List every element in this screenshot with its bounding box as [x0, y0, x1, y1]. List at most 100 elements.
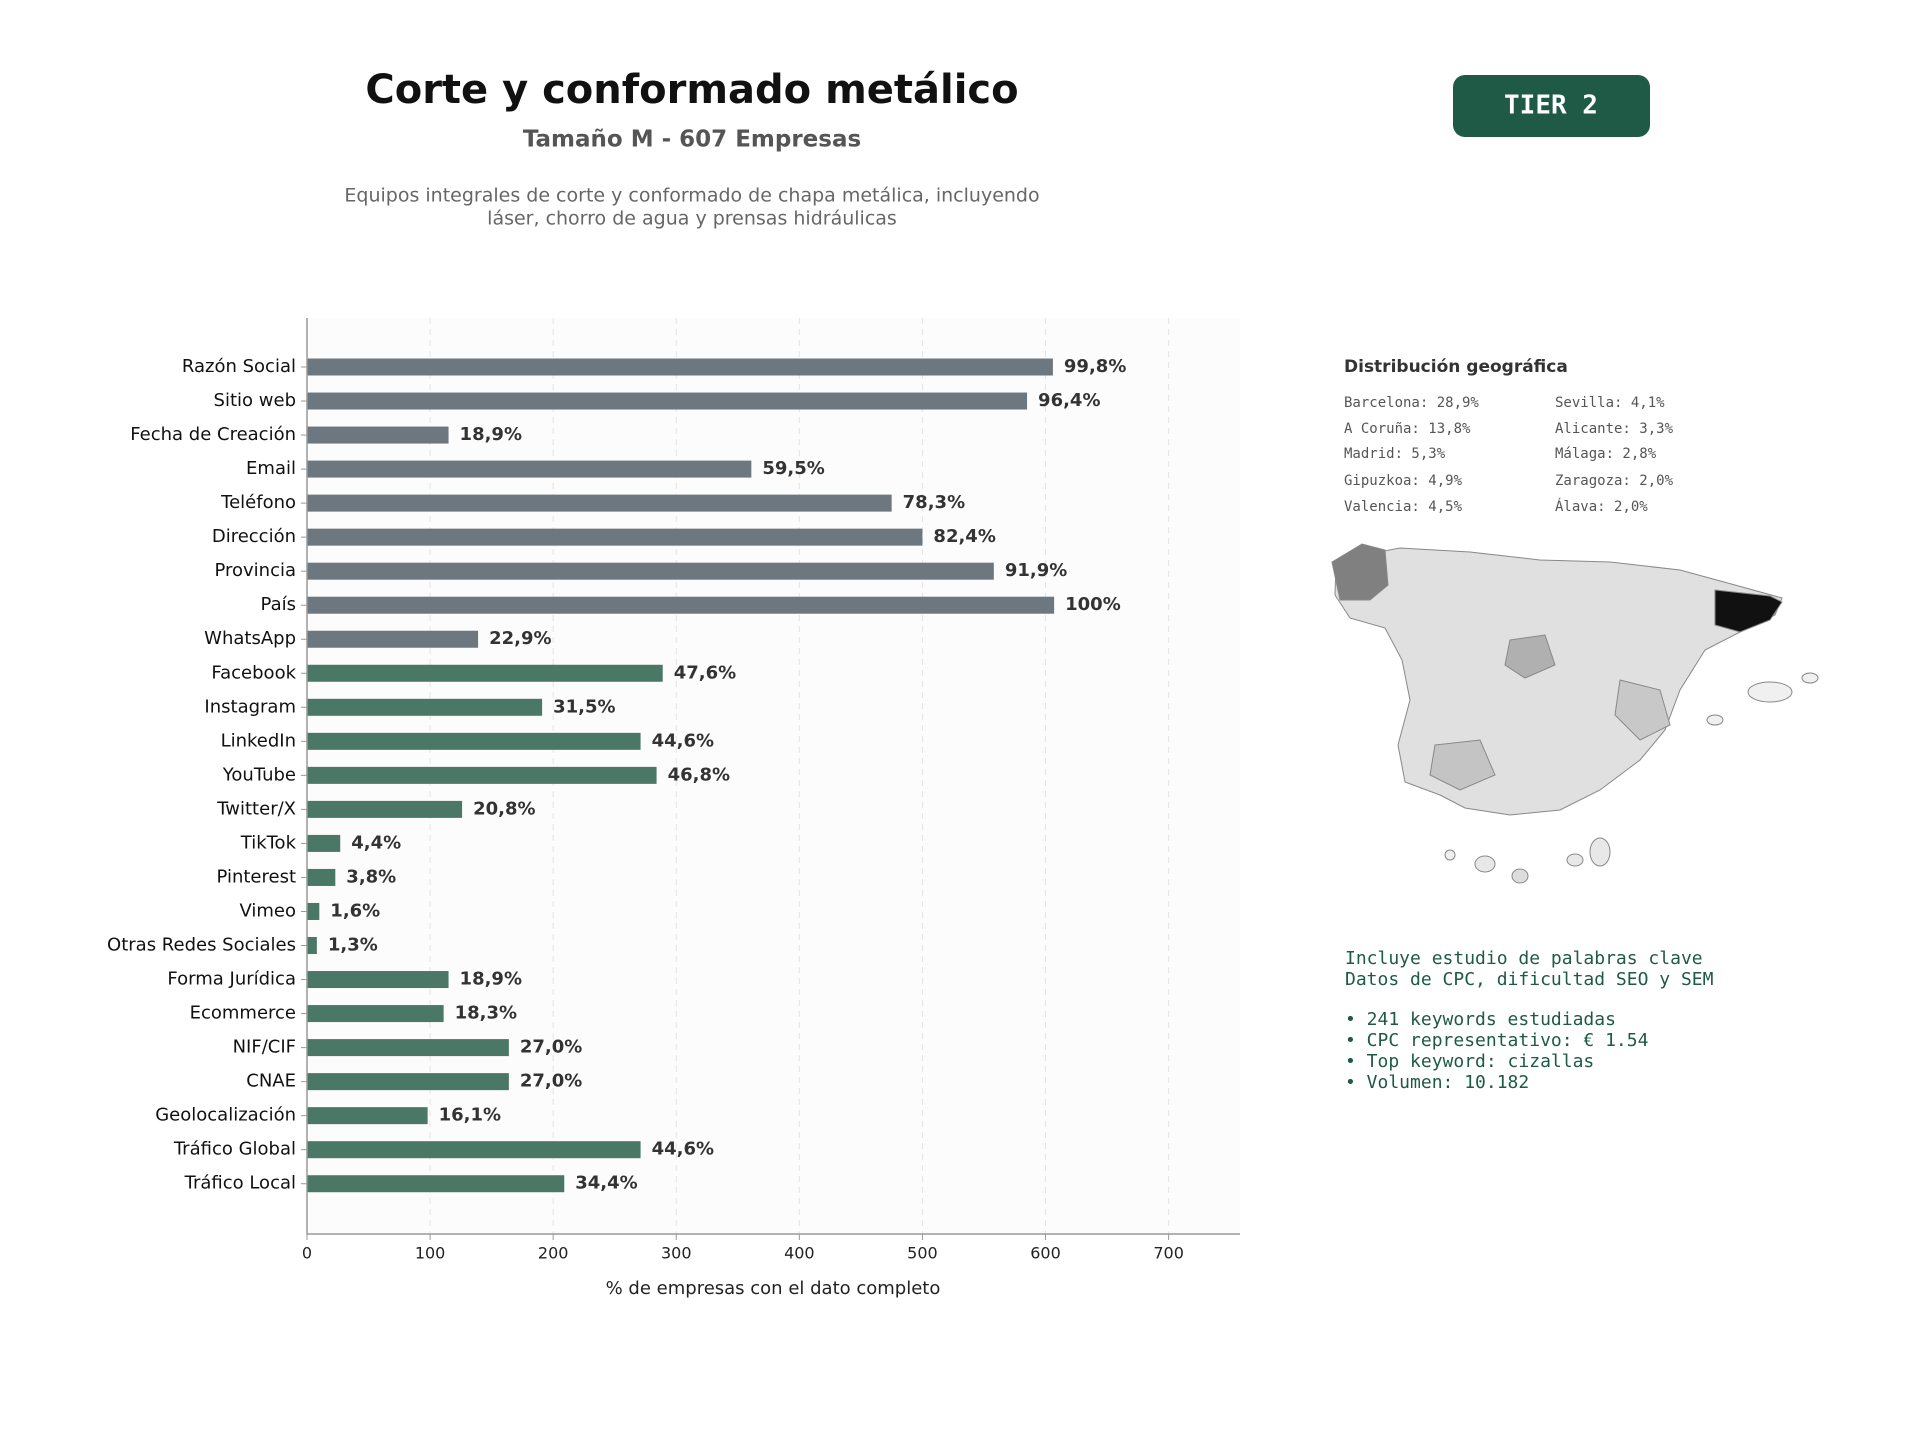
x-axis-label: % de empresas con el dato completo [606, 1278, 941, 1299]
value-label: 78,3% [903, 492, 965, 513]
x-tick-label: 100 [415, 1244, 446, 1263]
bar [307, 766, 657, 784]
geo-item: Gipuzkoa: 4,9% [1344, 473, 1463, 489]
map-island [1589, 837, 1611, 867]
value-label: 96,4% [1038, 390, 1100, 411]
map-spain [1334, 547, 1783, 816]
map-island [1747, 681, 1793, 703]
y-tick-label: Twitter/X [216, 798, 296, 819]
y-tick-label: YouTube [222, 764, 296, 785]
y-tick-label: Provincia [214, 560, 296, 581]
y-tick-label: Facebook [211, 662, 296, 683]
bar [307, 1107, 428, 1125]
bar [307, 630, 479, 648]
bar [307, 1073, 509, 1091]
y-tick-label: Sitio web [214, 390, 296, 411]
y-tick-label: Dirección [212, 526, 296, 547]
keywords-bullet: • CPC representativo: € 1.54 [1345, 1030, 1648, 1051]
map-island [1444, 849, 1456, 861]
y-tick-label: Ecommerce [190, 1003, 296, 1024]
map-sevilla [1429, 739, 1496, 791]
keywords-bullet: • Volumen: 10.182 [1345, 1072, 1529, 1093]
map-island [1801, 672, 1819, 684]
map-island [1706, 714, 1724, 726]
geo-item: Valencia: 4,5% [1344, 499, 1463, 515]
y-tick-label: Forma Jurídica [167, 969, 296, 990]
map-barcelona [1714, 589, 1783, 633]
y-tick-label: Instagram [204, 696, 296, 717]
x-tick-label: 700 [1153, 1244, 1184, 1263]
geo-item: A Coruña: 13,8% [1344, 421, 1471, 437]
value-label: 1,6% [330, 900, 380, 921]
bar [307, 460, 752, 478]
bar [307, 562, 994, 580]
bar [307, 732, 641, 750]
map-madrid [1504, 634, 1556, 679]
value-label: 16,1% [439, 1105, 501, 1126]
bar [307, 937, 317, 955]
chart-title: Corte y conformado metálico [365, 67, 1018, 113]
value-label: 1,3% [328, 935, 378, 956]
y-tick-label: WhatsApp [204, 628, 296, 649]
bar [307, 494, 892, 512]
value-label: 27,0% [520, 1037, 582, 1058]
bar [307, 698, 543, 716]
bar [307, 1175, 565, 1193]
bar [307, 358, 1053, 376]
y-tick-label: Tráfico Local [184, 1173, 296, 1194]
value-label: 82,4% [933, 526, 995, 547]
geo-item: Sevilla: 4,1% [1555, 395, 1665, 411]
bar [307, 596, 1055, 614]
y-tick-label: Teléfono [220, 492, 296, 513]
map-island [1566, 853, 1584, 867]
value-label: 46,8% [668, 764, 730, 785]
y-tick-label: Geolocalización [155, 1105, 296, 1126]
value-label: 3,8% [346, 866, 396, 887]
bar [307, 1039, 509, 1057]
y-tick-label: TikTok [240, 832, 297, 853]
value-label: 4,4% [351, 832, 401, 853]
value-label: 100% [1065, 594, 1121, 615]
y-tick-label: Email [246, 458, 296, 479]
x-tick-label: 300 [661, 1244, 692, 1263]
keywords-bullet: • Top keyword: cizallas [1345, 1051, 1594, 1072]
value-label: 59,5% [762, 458, 824, 479]
bar [307, 664, 663, 682]
bar [307, 902, 320, 920]
value-label: 99,8% [1064, 356, 1126, 377]
description-line: Equipos integrales de corte y conformado… [344, 185, 1039, 207]
value-label: 34,4% [575, 1173, 637, 1194]
bar [307, 426, 449, 444]
bar [307, 868, 336, 886]
map-island [1511, 868, 1529, 884]
value-label: 31,5% [553, 696, 615, 717]
x-tick-label: 200 [538, 1244, 569, 1263]
x-tick-label: 600 [1030, 1244, 1061, 1263]
keywords-intro: Incluye estudio de palabras clave [1345, 948, 1703, 969]
y-tick-label: NIF/CIF [233, 1037, 296, 1058]
geo-item: Barcelona: 28,9% [1344, 395, 1479, 411]
y-tick-label: País [261, 594, 296, 615]
geo-item: Madrid: 5,3% [1344, 446, 1446, 462]
y-tick-label: CNAE [246, 1071, 296, 1092]
description-line: láser, chorro de agua y prensas hidráuli… [487, 208, 897, 230]
y-tick-label: Pinterest [216, 866, 296, 887]
value-label: 47,6% [674, 662, 736, 683]
bar [307, 834, 341, 852]
y-tick-label: Otras Redes Sociales [107, 935, 296, 956]
map-island [1474, 855, 1496, 873]
y-tick-label: Vimeo [239, 900, 296, 921]
tier-badge-text: TIER 2 [1504, 91, 1598, 121]
value-label: 27,0% [520, 1071, 582, 1092]
keywords-bullet: • 241 keywords estudiadas [1345, 1009, 1616, 1030]
keywords-intro: Datos de CPC, dificultad SEO y SEM [1345, 969, 1714, 990]
value-label: 20,8% [473, 798, 535, 819]
value-label: 18,3% [455, 1003, 517, 1024]
x-tick-label: 400 [784, 1244, 815, 1263]
map-valencia [1614, 679, 1671, 741]
value-label: 18,9% [460, 969, 522, 990]
geo-item: Alicante: 3,3% [1555, 421, 1674, 437]
value-label: 44,6% [652, 1139, 714, 1160]
bar [307, 392, 1028, 410]
